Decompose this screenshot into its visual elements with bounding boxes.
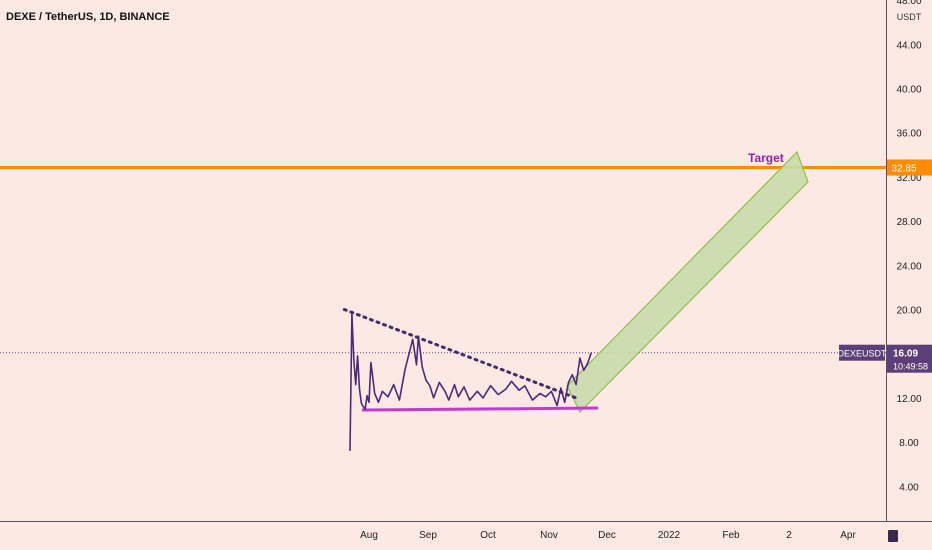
price-tick-label: 24.00 — [896, 261, 921, 272]
price-tick-label: 40.00 — [896, 85, 921, 96]
time-tick-label: Apr — [840, 530, 856, 541]
time-tick-label: Dec — [598, 530, 616, 541]
currency-label: USDT — [897, 12, 922, 22]
projection-channel — [566, 150, 809, 414]
time-tick-label: Feb — [722, 530, 740, 541]
time-tick-label: 2022 — [658, 530, 681, 541]
target-annotation-text: Target — [748, 151, 784, 165]
price-tick-label: 32.00 — [896, 173, 921, 184]
price-tick-label: 12.00 — [896, 394, 921, 405]
time-tick-label: 2 — [786, 530, 792, 541]
price-tick-label: 4.00 — [899, 482, 919, 493]
price-tick-label: 44.00 — [896, 40, 921, 51]
price-series-line — [349, 313, 593, 451]
target-level-label: 32.85 — [891, 164, 916, 175]
countdown-label: 10:49:58 — [893, 362, 928, 372]
price-axis-panel — [886, 0, 932, 550]
symbol-badge — [839, 344, 885, 361]
price-tick-label: 20.00 — [896, 306, 921, 317]
last-price-label: 16.09 — [893, 349, 918, 360]
last-price-badge — [887, 344, 932, 373]
price-tick-label: 28.00 — [896, 217, 921, 228]
chart-title: DEXE / TetherUS, 1D, BINANCE — [6, 11, 170, 23]
symbol-label: DEXEUSDT — [837, 349, 887, 359]
time-tick-label: Oct — [480, 530, 496, 541]
time-tick-label: Aug — [360, 530, 378, 541]
price-tick-label: 8.00 — [899, 438, 919, 449]
settings-square-icon — [888, 530, 898, 542]
target-level-badge — [887, 159, 932, 176]
time-tick-label: Sep — [419, 530, 437, 541]
price-tick-label: 48.00 — [896, 0, 921, 7]
time-tick-label: Nov — [540, 530, 558, 541]
resistance-trendline — [342, 308, 578, 400]
price-tick-label: 36.00 — [896, 129, 921, 140]
support-line — [361, 406, 599, 412]
